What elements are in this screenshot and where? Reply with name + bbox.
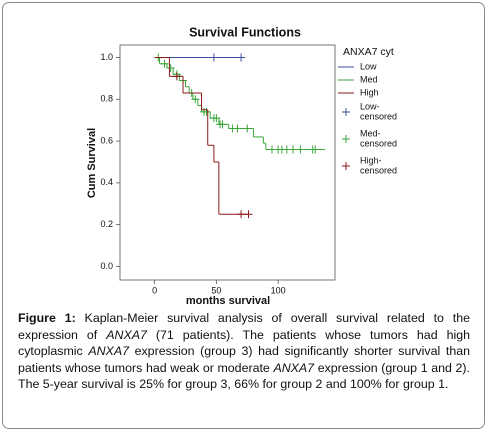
legend-label: High <box>360 87 379 97</box>
caption-text: ANXA7 <box>273 360 315 375</box>
legend-label: Med- <box>360 128 381 138</box>
legend-label: High- <box>360 155 382 165</box>
y-tick-label: 0.2 <box>100 219 113 229</box>
y-tick-label: 0.6 <box>100 135 113 145</box>
censored-mark <box>160 59 169 68</box>
censored-mark <box>218 120 227 129</box>
censored-mark <box>311 145 320 154</box>
censored-mark <box>166 63 175 72</box>
censored-mark <box>237 53 246 62</box>
legend-label: Low <box>360 61 377 71</box>
x-tick-label: 100 <box>271 285 286 295</box>
legend-title: ANXA7 cyt <box>343 46 394 58</box>
caption-text: (71 patients). The patients whose tumors… <box>18 327 471 359</box>
y-axis-label: Cum Survival <box>86 128 98 198</box>
caption-text: Kaplan-Meier survival analysis of overal… <box>18 311 470 342</box>
chart: Survival Functions months survival Cum S… <box>86 25 397 305</box>
caption: Figure 1: Kaplan-Meier survival analysis… <box>18 310 470 393</box>
legend-label: Low- <box>360 101 380 111</box>
caption-text: ANXA7 <box>88 344 129 358</box>
legend-label: censored <box>360 138 397 148</box>
censored-mark <box>233 124 242 133</box>
x-axis-label: months survival <box>186 295 270 305</box>
legend-marker <box>342 162 350 170</box>
legend-label: censored <box>360 165 397 175</box>
caption-text: expression (group 3) had significantly s… <box>18 344 470 375</box>
censored-mark <box>202 107 211 116</box>
y-tick-label: 0.0 <box>100 261 113 271</box>
censored-mark <box>237 210 246 219</box>
legend-marker <box>342 135 350 143</box>
caption-text: Figure 1: <box>18 311 76 325</box>
censored-mark <box>191 95 200 104</box>
y-tick-label: 0.8 <box>100 94 113 104</box>
censored-mark <box>244 210 253 219</box>
y-tick-label: 0.4 <box>100 177 113 187</box>
legend-label: Med <box>360 74 378 84</box>
chart-title: Survival Functions <box>189 25 301 39</box>
censored-mark <box>243 124 252 133</box>
y-tick-label: 1.0 <box>100 52 113 62</box>
censored-mark <box>212 114 221 123</box>
caption-text: expression (group 1 and 2). The 5-year s… <box>18 360 470 392</box>
censored-mark <box>209 53 218 62</box>
censored-mark <box>288 145 297 154</box>
legend-label: censored <box>360 111 397 121</box>
caption-text: ANXA7 <box>106 327 147 342</box>
x-tick-label: 0 <box>152 285 157 295</box>
censored-mark <box>172 72 181 81</box>
plot-frame <box>119 44 336 281</box>
x-tick-label: 50 <box>211 285 221 295</box>
figure-frame <box>2 2 485 429</box>
censored-mark <box>296 145 305 154</box>
legend-marker <box>342 108 350 116</box>
